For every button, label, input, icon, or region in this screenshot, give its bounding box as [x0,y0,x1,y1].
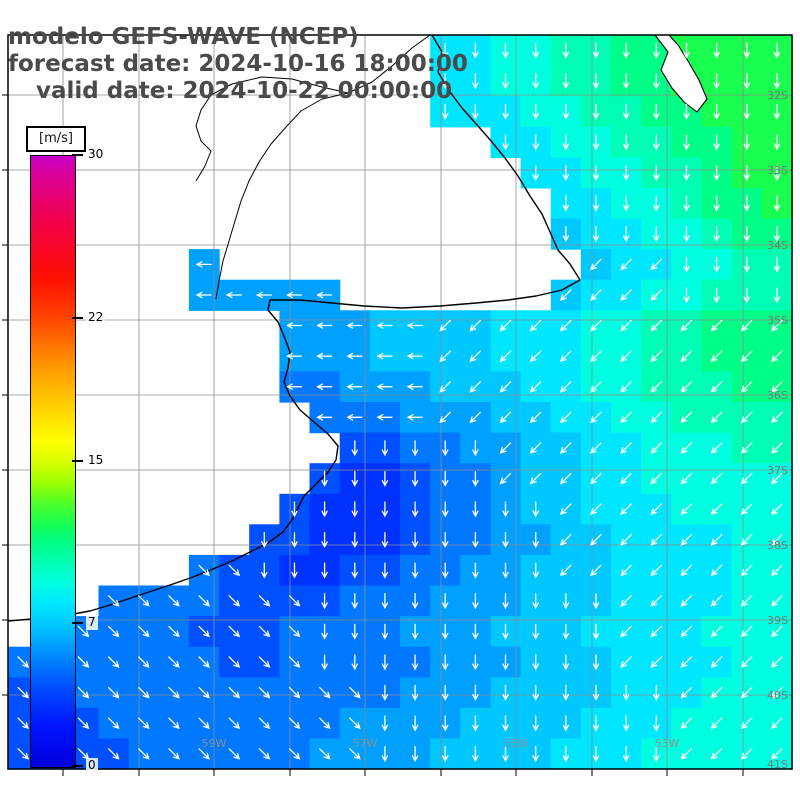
country-border [215,34,431,300]
colorbar-tick-mark [72,459,83,462]
model-title: modelo GEFS-WAVE (NCEP) [8,24,359,50]
latitude-label: 41S [767,758,788,771]
colorbar-tick-mark [72,765,83,767]
longitude-label: 53W [655,737,680,750]
map-frame [7,34,793,770]
longitude-label: 59W [202,737,227,750]
coordinate-labels: 32S 33S 34S 35S 36S 37S 38S 39S 40S 41S 59W 57W 55W 5… [202,89,788,771]
sea-cells-layer [8,35,793,770]
colorbar-gradient [30,155,76,768]
country-border [195,76,349,182]
forecast-date-label: forecast date: 2024-10-16 18:00:00 [8,51,468,77]
colorbar-tick-label: 30 [86,147,106,162]
latitude-label: 39S [767,614,788,627]
wind-arrows-layer [17,42,783,763]
axis-ticks [2,94,744,776]
colorbar-tick-label: 0 [86,758,98,773]
longitude-label: 57W [353,737,378,750]
coastal-lagoon [653,34,708,113]
graticule [8,35,792,769]
latitude-label: 38S [767,539,788,552]
colorbar-tick-mark [72,622,83,625]
colorbar-tick-label: 7 [86,615,98,631]
latitude-label: 33S [767,164,788,177]
colorbar-tick-mark [72,316,83,319]
latitude-label: 40S [767,689,788,702]
valid-date-label: valid date: 2024-10-22 00:00:00 [36,78,453,104]
coastline [7,34,581,622]
latitude-label: 34S [767,239,788,252]
latitude-label: 37S [767,464,788,477]
latitude-label: 35S [767,314,788,327]
latitude-label: 32S [767,89,788,102]
colorbar-tick-label: 22 [86,309,106,325]
latitude-label: 36S [767,389,788,402]
colorbar-unit-label: [m/s] [26,126,86,152]
colorbar-tick-mark [72,154,83,156]
longitude-label: 55W [504,737,529,750]
colorbar-tick-label: 15 [86,452,106,468]
